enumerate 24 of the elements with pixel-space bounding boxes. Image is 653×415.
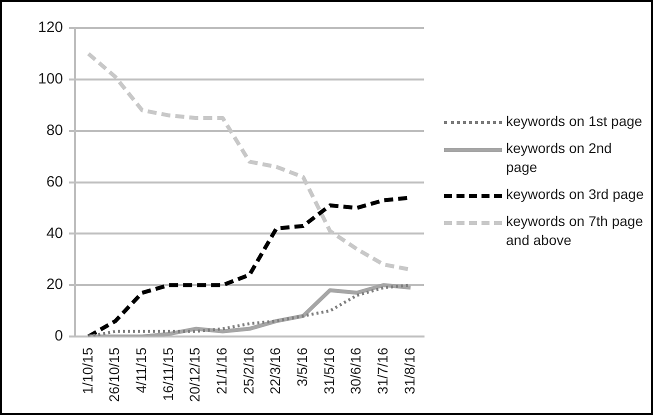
y-tick-label: 60 bbox=[46, 173, 64, 190]
x-tick-label: 31/5/16 bbox=[320, 347, 337, 394]
x-tick-label: 26/10/15 bbox=[106, 347, 122, 402]
x-tick-label: 25/2/16 bbox=[240, 347, 256, 394]
legend-label: keywords on 2nd page bbox=[506, 139, 613, 177]
y-tick-label: 120 bbox=[38, 19, 64, 36]
y-tick-label: 100 bbox=[38, 70, 64, 88]
x-tick-label: 21/1/16 bbox=[214, 347, 230, 394]
x-tick-label: 3/5/16 bbox=[294, 347, 310, 386]
legend-label: keywords on 7th page and above bbox=[506, 212, 644, 250]
x-tick-label: 4/11/15 bbox=[132, 347, 149, 394]
x-tick-label: 22/3/16 bbox=[267, 347, 284, 394]
x-tick-label: 31/7/16 bbox=[374, 347, 391, 394]
x-tick-label: 16/11/15 bbox=[160, 347, 176, 401]
y-tick-label: 0 bbox=[54, 328, 64, 345]
x-tick-label: 20/12/15 bbox=[186, 347, 203, 402]
y-tick-label: 40 bbox=[46, 224, 64, 242]
x-tick-label: 31/8/16 bbox=[401, 347, 418, 394]
y-tick-label: 20 bbox=[46, 276, 64, 294]
x-tick-label: 1/10/15 bbox=[79, 347, 96, 394]
y-tick-label: 80 bbox=[46, 122, 64, 139]
x-tick-label: 30/6/16 bbox=[348, 347, 364, 394]
legend-label: keywords on 1st page bbox=[506, 112, 642, 131]
legend-label: keywords on 3rd page bbox=[506, 185, 644, 204]
